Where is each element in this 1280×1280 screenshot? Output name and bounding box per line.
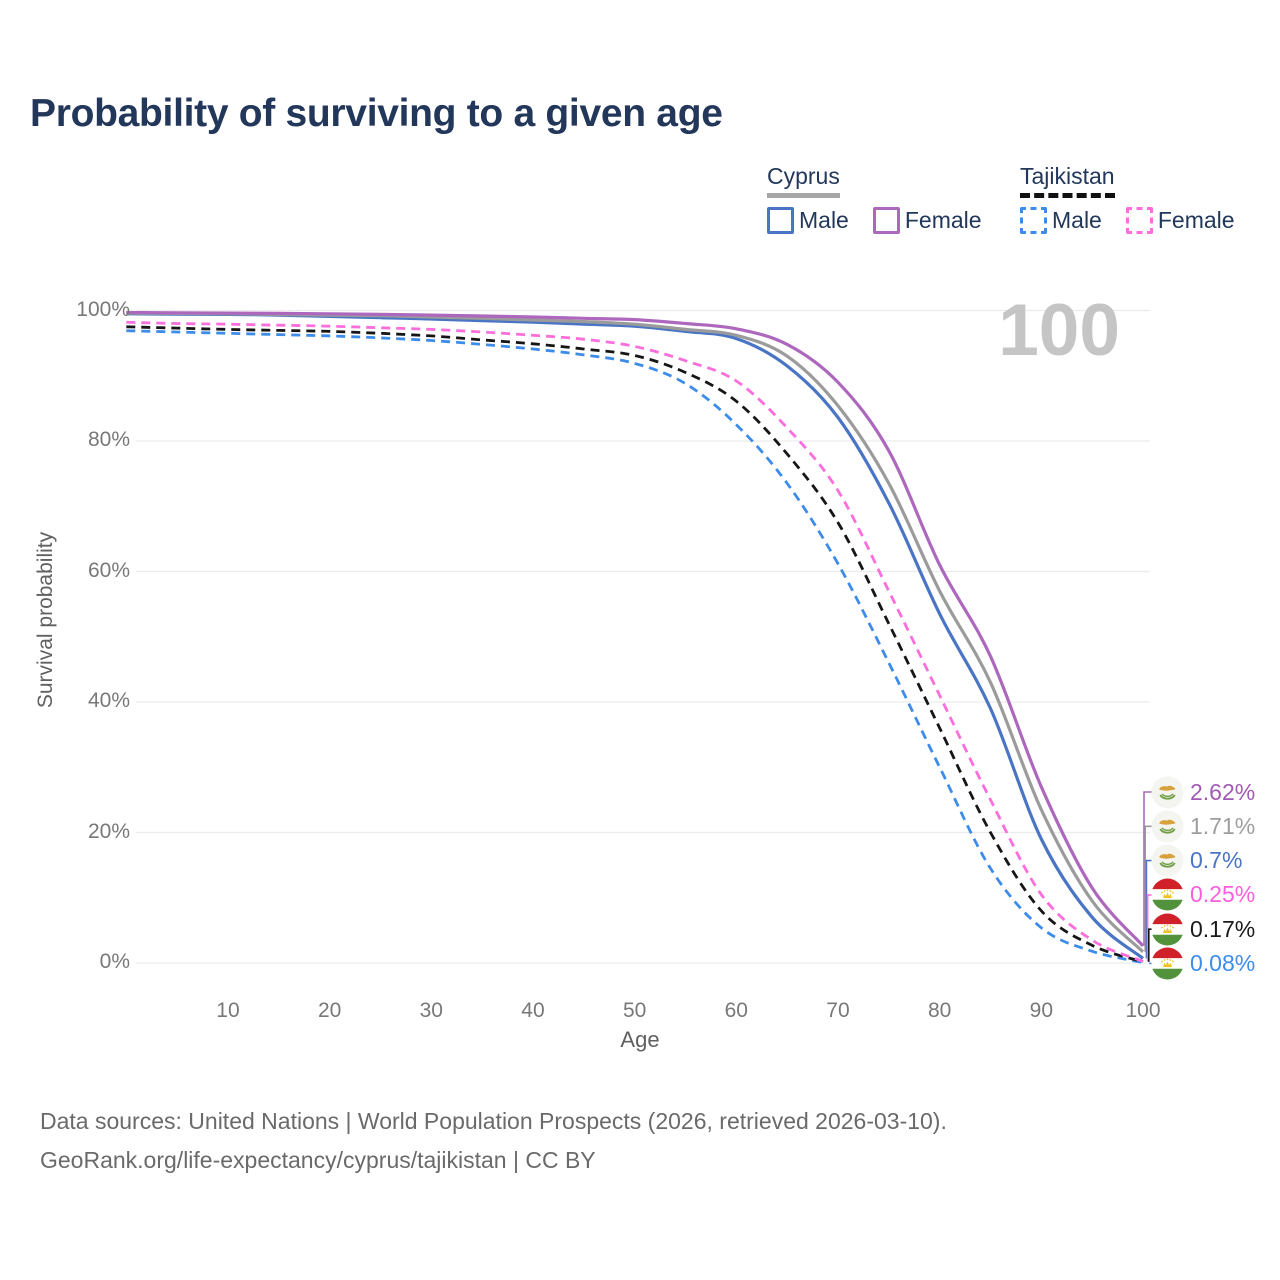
end-label-value: 2.62% xyxy=(1190,778,1256,805)
cyprus-flag-icon xyxy=(1151,775,1184,809)
legend-group-tajikistan: Tajikistan Male Female xyxy=(1020,163,1235,234)
end-label-value: 0.25% xyxy=(1190,881,1256,908)
legend-country-cyprus[interactable]: Cyprus xyxy=(767,163,840,198)
legend-label-tajikistan-female: Female xyxy=(1157,207,1235,233)
legend-items-tajikistan: Male Female xyxy=(1020,207,1235,234)
end-label-cyprus-male: 0.7% xyxy=(1151,844,1242,877)
attribution-note: GeoRank.org/life-expectancy/cyprus/tajik… xyxy=(40,1147,596,1173)
y-tick-100: 100% xyxy=(76,297,130,321)
page-title: Probability of surviving to a given age xyxy=(30,92,723,135)
end-label-value: 0.08% xyxy=(1190,950,1256,976)
end-label-tajikistan-male: 0.08% xyxy=(1151,947,1255,980)
end-label-cyprus: 1.71% xyxy=(1151,810,1255,843)
end-label-value: 0.17% xyxy=(1190,915,1256,942)
end-label-tajikistan: 0.17% xyxy=(1151,913,1255,946)
curve-cyprus-female[interactable] xyxy=(126,310,1145,947)
x-axis-title: Age xyxy=(620,1027,660,1052)
curve-cyprus[interactable] xyxy=(126,311,1145,953)
y-tick-60: 60% xyxy=(87,558,130,582)
legend-swatch-cyprus-male[interactable] xyxy=(767,207,794,234)
curve-tajikistan-female[interactable] xyxy=(126,320,1144,963)
x-tick-60: 60 xyxy=(724,999,748,1022)
x-tick-40: 40 xyxy=(521,999,545,1022)
connector-cyprus xyxy=(1144,825,1153,952)
age-annotation: 100 xyxy=(998,290,1120,371)
connector-cyprus-male xyxy=(1145,859,1153,959)
x-tick-50: 50 xyxy=(622,999,647,1022)
y-tick-0: 0% xyxy=(99,950,130,973)
legend-swatch-tajikistan-female[interactable] xyxy=(1125,207,1153,234)
legend-label-cyprus-male: Male xyxy=(799,207,849,233)
x-tick-90: 90 xyxy=(1029,999,1053,1022)
y-tick-80: 80% xyxy=(87,428,130,451)
end-label-value: 1.71% xyxy=(1190,812,1256,839)
legend-swatch-tajikistan-male[interactable] xyxy=(1020,207,1047,234)
legend-items-cyprus: Male Female xyxy=(767,207,982,234)
tajikistan-flag-icon xyxy=(1151,913,1184,946)
curve-tajikistan[interactable] xyxy=(126,325,1144,964)
end-label-cyprus-female: 2.62% xyxy=(1151,775,1256,809)
curve-cyprus-male[interactable] xyxy=(126,312,1144,960)
y-tick-20: 20% xyxy=(87,819,130,843)
legend-swatch-cyprus-female[interactable] xyxy=(872,207,900,234)
end-label-value: 0.7% xyxy=(1190,847,1243,874)
legend-group-cyprus: Cyprus Male Female xyxy=(767,163,982,234)
data-sources-note: Data sources: United Nations | World Pop… xyxy=(40,1108,947,1134)
x-tick-30: 30 xyxy=(419,999,443,1022)
legend-country-tajikistan[interactable]: Tajikistan xyxy=(1020,163,1115,198)
tajikistan-flag-icon xyxy=(1151,878,1184,911)
x-tick-20: 20 xyxy=(317,999,342,1022)
cyprus-flag-icon xyxy=(1151,844,1184,877)
end-label-tajikistan-female: 0.25% xyxy=(1151,878,1255,911)
y-tick-40: 40% xyxy=(87,689,130,712)
curve-tajikistan-male[interactable] xyxy=(126,329,1144,964)
legend-label-tajikistan-male: Male xyxy=(1052,207,1102,233)
connector-tajikistan-female xyxy=(1146,894,1153,962)
cyprus-flag-icon xyxy=(1151,810,1184,843)
connector-cyprus-female xyxy=(1143,791,1153,946)
x-tick-70: 70 xyxy=(826,999,850,1022)
tajikistan-flag-icon xyxy=(1151,947,1184,980)
x-tick-80: 80 xyxy=(927,999,952,1022)
x-tick-100: 100 xyxy=(1125,999,1161,1022)
survival-curves xyxy=(126,310,1145,964)
legend-label-cyprus-female: Female xyxy=(904,207,982,233)
end-label-connectors xyxy=(1143,791,1153,965)
x-tick-10: 10 xyxy=(216,999,240,1022)
gridlines xyxy=(136,309,1150,964)
